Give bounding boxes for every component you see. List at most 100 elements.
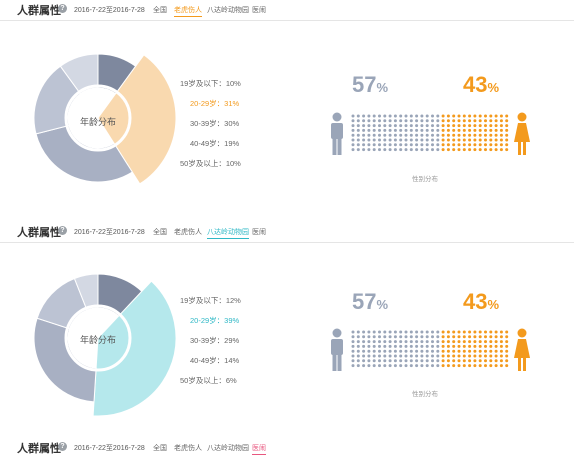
gender-dot <box>404 354 408 358</box>
gender-dot <box>388 330 392 334</box>
gender-dot <box>362 330 366 334</box>
gender-dot <box>446 114 450 118</box>
gender-dot <box>388 133 392 137</box>
gender-dot <box>351 143 355 147</box>
tab-tiger-attack[interactable]: 老虎伤人 <box>174 5 202 17</box>
gender-dot <box>446 128 450 132</box>
gender-dot <box>505 138 509 142</box>
gender-dot <box>425 335 429 339</box>
gender-dot <box>436 114 440 118</box>
tab-tiger-attack[interactable]: 老虎伤人 <box>174 229 202 236</box>
gender-dot <box>425 138 429 142</box>
gender-dot <box>351 133 355 137</box>
gender-dot <box>478 148 482 152</box>
gender-dot <box>356 114 360 118</box>
gender-dot <box>393 133 397 137</box>
gender-dot <box>478 143 482 147</box>
gender-dot <box>494 344 498 348</box>
tab-national[interactable]: 全国 <box>153 7 167 14</box>
gender-dot <box>473 344 477 348</box>
female-icon <box>514 328 530 371</box>
gender-dot <box>415 354 419 358</box>
age-donut-chart <box>33 53 177 185</box>
tab-badaling-zoo[interactable]: 八达岭动物园 <box>207 445 249 452</box>
gender-dot <box>505 143 509 147</box>
gender-dot <box>431 349 434 353</box>
gender-dot <box>351 335 355 339</box>
gender-dot <box>404 138 408 142</box>
gender-dot <box>409 330 413 334</box>
help-icon[interactable]: ? <box>58 4 67 13</box>
donut-center-label: 年龄分布 <box>80 335 117 345</box>
gender-dot <box>452 349 456 353</box>
gender-dot <box>420 359 424 363</box>
gender-dot <box>399 138 403 142</box>
gender-dot <box>452 138 456 142</box>
gender-dot <box>409 359 413 363</box>
gender-dot <box>415 114 419 118</box>
gender-dot <box>404 148 408 152</box>
gender-dot <box>499 349 503 353</box>
help-icon[interactable]: ? <box>58 226 67 235</box>
gender-dot <box>457 340 461 344</box>
tab-tiger-attack[interactable]: 老虎伤人 <box>174 445 202 452</box>
gender-dot <box>372 359 376 363</box>
gender-dot <box>425 148 429 152</box>
gender-dot <box>420 128 424 132</box>
gender-dot <box>351 354 355 358</box>
gender-dot <box>362 359 366 363</box>
gender-dot <box>372 124 376 128</box>
gender-dot <box>393 143 397 147</box>
gender-dot <box>372 143 376 147</box>
tab-badaling-zoo[interactable]: 八达岭动物园 <box>207 227 249 239</box>
gender-dot <box>378 340 381 344</box>
gender-dot <box>383 133 387 137</box>
gender-dot <box>420 330 424 334</box>
gender-dot <box>399 359 403 363</box>
gender-dot <box>494 143 498 147</box>
gender-dot <box>399 340 403 344</box>
gender-dot <box>367 119 371 123</box>
gender-dot <box>452 364 456 368</box>
gender-dot <box>478 330 482 334</box>
gender-dot <box>399 354 403 358</box>
gender-dot <box>441 340 445 344</box>
gender-dot <box>441 148 445 152</box>
gender-dot <box>367 344 371 348</box>
tab-medical-dispute[interactable]: 医闹 <box>252 443 266 455</box>
gender-dot <box>383 354 387 358</box>
tab-badaling-zoo[interactable]: 八达岭动物园 <box>207 7 249 14</box>
gender-dot <box>489 359 493 363</box>
legend-item-age-30-39: 30-39岁：30% <box>190 119 240 128</box>
gender-dot <box>409 128 413 132</box>
date-range: 2016-7-22至2016-7-28 <box>74 229 145 236</box>
gender-dot <box>393 124 397 128</box>
gender-dot <box>462 148 466 152</box>
gender-dot <box>404 344 408 348</box>
donut-slice-2 <box>35 124 133 183</box>
gender-dot <box>468 128 472 132</box>
gender-dot <box>473 124 477 128</box>
gender-dot <box>468 148 472 152</box>
gender-dot <box>415 349 419 353</box>
gender-dot <box>446 138 450 142</box>
gender-dot <box>499 148 503 152</box>
tab-medical-dispute[interactable]: 医闹 <box>252 7 266 14</box>
gender-dot <box>367 354 371 358</box>
gender-dot <box>420 364 424 368</box>
gender-dot <box>436 143 440 147</box>
gender-dot <box>468 124 472 128</box>
gender-dot <box>362 133 366 137</box>
gender-dot <box>383 143 387 147</box>
gender-dot <box>452 128 456 132</box>
tab-national[interactable]: 全国 <box>153 229 167 236</box>
tab-national[interactable]: 全国 <box>153 445 167 452</box>
gender-dot <box>446 364 450 368</box>
gender-dot <box>473 330 477 334</box>
gender-dot <box>468 330 472 334</box>
help-icon[interactable]: ? <box>58 442 67 451</box>
gender-dot <box>409 124 413 128</box>
donut-inner-ring <box>64 84 132 152</box>
tab-medical-dispute[interactable]: 医闹 <box>252 229 266 236</box>
gender-dot <box>378 128 381 132</box>
